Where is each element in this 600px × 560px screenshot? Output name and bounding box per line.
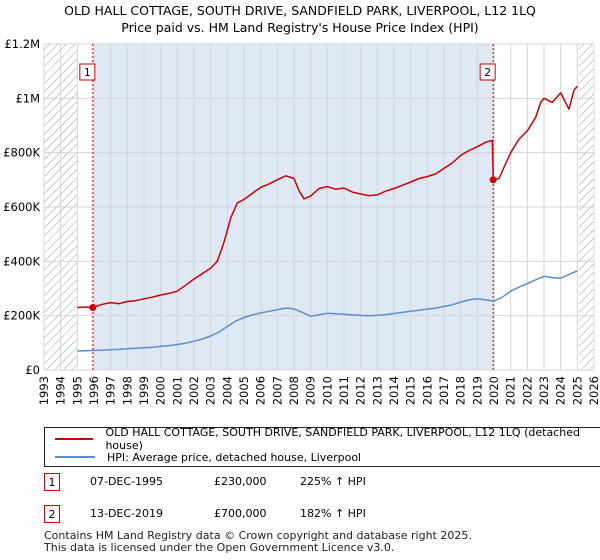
x-tick-label: 2007 [270, 376, 284, 405]
y-tick-label: £400K [3, 254, 40, 268]
x-tick-label: 2026 [587, 376, 600, 405]
x-tick-label: 2010 [320, 376, 334, 405]
chart-title: OLD HALL COTTAGE, SOUTH DRIVE, SANDFIELD… [0, 2, 600, 36]
x-tick-label: 2005 [237, 376, 251, 405]
y-tick-label: £0 [25, 363, 40, 377]
transaction-badge: 2 [44, 505, 60, 523]
footer-line-2: This data is licensed under the Open Gov… [44, 541, 395, 554]
transaction-date: 13-DEC-2019 [90, 507, 164, 520]
x-tick-label: 2002 [187, 376, 201, 405]
x-tick-label: 1998 [120, 376, 134, 405]
transaction-badge: 1 [44, 473, 60, 491]
legend-item-property: OLD HALL COTTAGE, SOUTH DRIVE, SANDFIELD… [45, 426, 600, 452]
x-tick-label: 2016 [420, 376, 434, 405]
sale-point [489, 176, 497, 184]
y-tick-label: £200K [3, 309, 40, 323]
x-tick-label: 2009 [304, 376, 318, 405]
x-tick-label: 2021 [504, 376, 518, 405]
x-tick-label: 2003 [204, 376, 218, 405]
footer-line-1: Contains HM Land Registry data © Crown c… [44, 529, 472, 542]
x-tick-label: 2020 [487, 376, 501, 405]
x-tick-label: 2004 [220, 376, 234, 405]
legend-swatch-hpi [55, 456, 95, 458]
sale-badge-label: 2 [484, 66, 491, 79]
title-line-2: Price paid vs. HM Land Registry's House … [121, 20, 479, 35]
x-tick-label: 1994 [54, 376, 68, 405]
x-tick-label: 1996 [87, 376, 101, 405]
x-tick-label: 2011 [337, 376, 351, 405]
x-tick-label: 2019 [470, 376, 484, 405]
x-tick-label: 2008 [287, 376, 301, 405]
x-tick-label: 2023 [537, 376, 551, 405]
sale-point [89, 304, 97, 312]
sale-badge-label: 1 [84, 66, 91, 79]
y-tick-label: £600K [3, 200, 40, 214]
transaction-hpi-change: 182% ↑ HPI [300, 507, 366, 520]
title-line-1: OLD HALL COTTAGE, SOUTH DRIVE, SANDFIELD… [64, 3, 536, 18]
x-tick-label: 2015 [404, 376, 418, 405]
x-tick-label: 1997 [104, 376, 118, 405]
legend: OLD HALL COTTAGE, SOUTH DRIVE, SANDFIELD… [44, 426, 600, 467]
x-tick-label: 2014 [387, 376, 401, 405]
sale-badge-box [479, 63, 496, 81]
x-tick-label: 2025 [570, 376, 584, 405]
transaction-date: 07-DEC-1995 [90, 475, 164, 488]
x-tick-label: 1995 [70, 376, 84, 405]
transaction-hpi-change: 225% ↑ HPI [300, 475, 366, 488]
hpi-line [77, 270, 578, 352]
transaction-price: £230,000 [214, 475, 267, 488]
x-tick-label: 2022 [520, 376, 534, 405]
footer: Contains HM Land Registry data © Crown c… [44, 530, 472, 554]
x-tick-label: 2024 [554, 376, 568, 405]
legend-swatch-property [55, 438, 94, 440]
x-tick-label: 2001 [170, 376, 184, 405]
x-tick-label: 2018 [454, 376, 468, 405]
sale-badge-box [79, 63, 96, 81]
x-tick-label: 2013 [370, 376, 384, 405]
x-tick-label: 2017 [437, 376, 451, 405]
x-tick-label: 2012 [354, 376, 368, 405]
y-tick-label: £800K [3, 146, 40, 160]
legend-label-hpi: HPI: Average price, detached house, Live… [107, 450, 362, 464]
y-tick-label: £1.2M [4, 37, 40, 51]
legend-item-hpi: HPI: Average price, detached house, Live… [45, 448, 361, 466]
x-tick-label: 1993 [37, 376, 51, 405]
transaction-price: £700,000 [214, 507, 267, 520]
x-tick-label: 2000 [154, 376, 168, 405]
property-price-line [77, 85, 578, 309]
y-tick-label: £1M [15, 91, 40, 105]
x-tick-label: 1999 [137, 376, 151, 405]
legend-label-property: OLD HALL COTTAGE, SOUTH DRIVE, SANDFIELD… [105, 426, 580, 452]
x-tick-label: 2006 [254, 376, 268, 405]
